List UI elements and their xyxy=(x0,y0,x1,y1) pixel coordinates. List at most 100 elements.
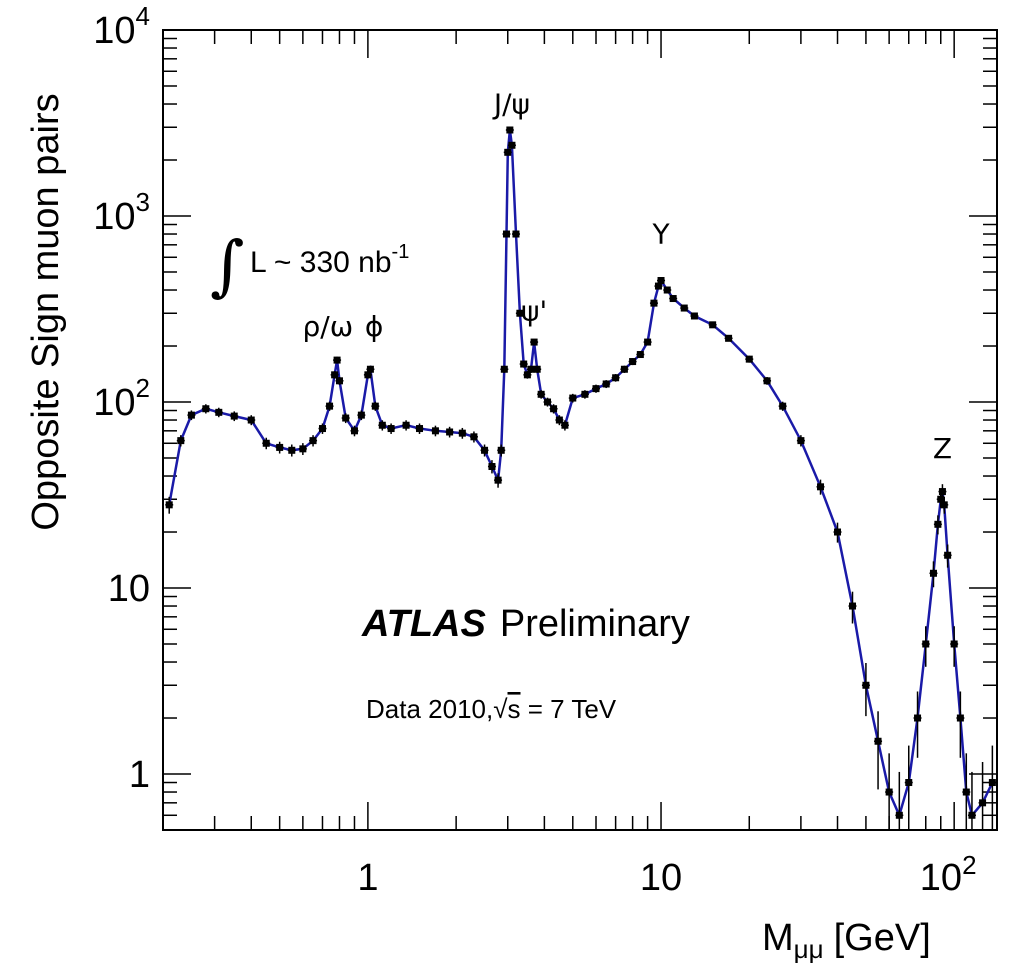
data-point xyxy=(378,421,386,429)
data-point xyxy=(527,365,535,373)
x-axis-title: Mμμ [GeV] xyxy=(762,917,931,964)
peak-label: ψ' xyxy=(521,295,547,328)
data-point xyxy=(895,811,903,819)
data-point xyxy=(602,380,610,388)
data-point xyxy=(592,385,600,393)
data-point xyxy=(342,414,350,422)
data-point xyxy=(331,371,339,379)
data-point xyxy=(309,437,317,445)
data-point xyxy=(481,446,489,454)
atlas-title: ATLAS Preliminary xyxy=(361,603,690,645)
data-point xyxy=(709,321,717,329)
data-point xyxy=(663,286,671,294)
luminosity-annotation: ∫ L ~ 330 nb-1 xyxy=(210,227,409,304)
tick-labels: 1 10 102 1 10 102 103 104 xyxy=(93,1,976,899)
data-point xyxy=(934,520,942,528)
data-layer xyxy=(165,126,997,830)
data-point xyxy=(276,443,284,451)
data-point xyxy=(550,405,558,413)
data-point xyxy=(458,429,466,437)
data-point xyxy=(402,421,410,429)
data-point xyxy=(230,412,238,420)
peak-labels: J/ψ Υψ' ρ/ω ϕ Z xyxy=(303,87,953,465)
data-point xyxy=(502,230,510,238)
data-point xyxy=(725,334,733,342)
data-point xyxy=(797,437,805,445)
data-point xyxy=(544,398,552,406)
data-point xyxy=(523,371,531,379)
data-point xyxy=(247,416,255,424)
data-point xyxy=(561,421,569,429)
y-tick-label: 104 xyxy=(93,1,150,52)
data-point xyxy=(533,365,541,373)
data-point xyxy=(335,377,343,385)
data-point xyxy=(516,309,524,317)
data-point xyxy=(299,445,307,453)
plot-area xyxy=(165,126,997,830)
data-point xyxy=(644,338,652,346)
peak-label: Z xyxy=(933,432,952,465)
data-point xyxy=(922,640,930,648)
integral-symbol: ∫ xyxy=(210,227,244,304)
data-point xyxy=(165,501,173,509)
data-point xyxy=(537,390,545,398)
data-point xyxy=(530,338,538,346)
data-point xyxy=(500,365,508,373)
data-point xyxy=(988,779,996,787)
data-point xyxy=(657,277,665,285)
data-point xyxy=(187,411,195,419)
data-point xyxy=(968,811,976,819)
data-point xyxy=(680,304,688,312)
data-point xyxy=(581,390,589,398)
data-point xyxy=(834,528,842,536)
data-point xyxy=(494,476,502,484)
data-point xyxy=(350,427,358,435)
atlas-label: ATLAS Preliminary xyxy=(361,603,690,645)
data-point xyxy=(488,463,496,471)
plot-frame xyxy=(162,29,998,831)
data-point xyxy=(357,411,365,419)
peak-label: J/ψ xyxy=(492,87,530,120)
data-point xyxy=(779,402,787,410)
x-tick-label: 102 xyxy=(920,850,977,899)
data-point xyxy=(506,126,514,134)
data-point xyxy=(555,416,563,424)
data-point xyxy=(669,295,677,303)
data-point xyxy=(940,501,948,509)
data-point xyxy=(366,365,374,373)
luminosity-text: L ~ 330 nb-1 xyxy=(250,241,409,279)
data-point xyxy=(364,371,372,379)
data-point xyxy=(177,437,185,445)
data-point xyxy=(763,377,771,385)
data-point xyxy=(979,799,987,807)
data-point xyxy=(446,428,454,436)
data-point xyxy=(629,358,637,366)
data-point xyxy=(416,425,424,433)
data-point xyxy=(962,788,970,796)
y-tick-label: 103 xyxy=(93,187,150,238)
y-tick-label: 10 xyxy=(108,568,150,610)
y-tick-label: 102 xyxy=(93,373,150,424)
data-energy-text: Data 2010,√s = 7 TeV xyxy=(366,694,617,724)
data-point xyxy=(874,737,882,745)
data-point xyxy=(914,714,922,722)
data-point xyxy=(905,779,913,787)
x-tick-label: 1 xyxy=(357,857,378,899)
x-tick-label: 10 xyxy=(640,857,682,899)
y-axis-title: Opposite Sign muon pairs xyxy=(25,93,67,530)
data-point xyxy=(387,425,395,433)
data-point xyxy=(326,402,334,410)
data-point xyxy=(654,282,662,290)
peak-label: ρ/ω xyxy=(303,310,354,343)
data-point xyxy=(938,488,946,496)
data-point xyxy=(288,446,296,454)
data-point xyxy=(431,427,439,435)
data-point xyxy=(620,365,628,373)
data-point xyxy=(333,356,341,364)
data-point xyxy=(215,408,223,416)
data-point xyxy=(202,405,210,413)
x-axis-title-main: Mμμ [GeV] xyxy=(762,917,931,964)
data-point xyxy=(470,433,478,441)
